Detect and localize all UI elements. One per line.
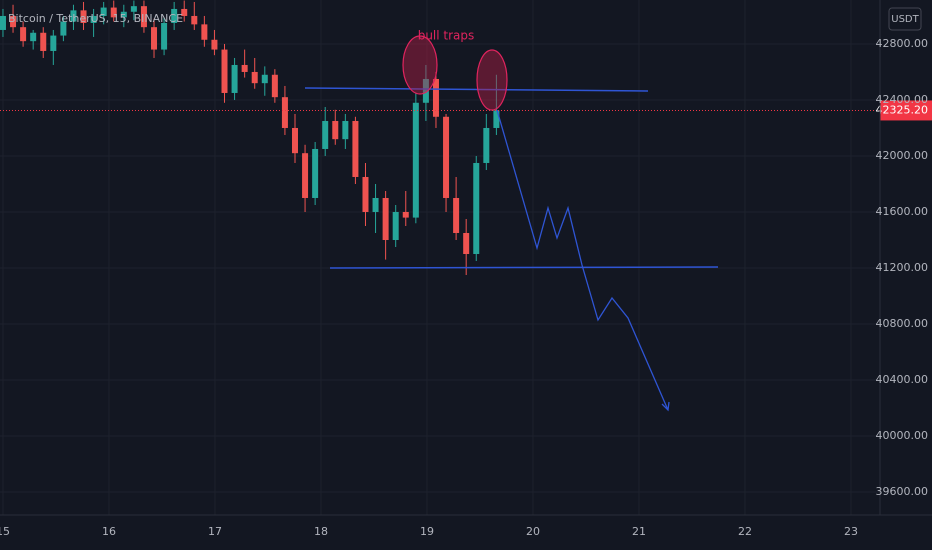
candle-body [140,6,147,28]
trap-ellipse [476,49,508,111]
candle-body [120,11,127,18]
candle-body [261,74,268,84]
candle-body [60,21,67,36]
resistance-line [304,87,649,92]
candle-body [231,64,238,93]
currency[interactable]: USDT [891,14,919,25]
candle-body [90,15,97,23]
forecast-path [496,109,669,411]
candle-body [70,10,77,22]
trap-ellipse [402,35,438,95]
x-tick-label: 23 [844,525,858,538]
candle-body [251,71,258,84]
candle-body [80,10,87,23]
x-tick-label: 16 [102,525,116,538]
candle-body [342,120,349,140]
y-tick-label: 40400.00 [876,373,929,386]
candle-body [483,127,490,163]
candle-body [291,127,298,154]
axes: 39600.00 40000.00 40400.00 40800.00 41200.00… [0,37,928,538]
annotation: bull traps [418,29,475,43]
y-tick-label: 40000.00 [876,429,929,442]
candle-body [473,162,480,254]
support-line [329,266,719,269]
x-tick-label: 18 [314,525,328,538]
y-tick-label: 39600.00 [876,485,929,498]
candle-body [372,197,379,212]
candle-body [412,102,419,218]
candle-body [181,8,188,16]
price-line-group: 42325.20 [0,100,932,121]
y-tick-label: 41200.00 [876,261,929,274]
candle-body [392,211,399,240]
candle-body [271,74,278,98]
candle-body [302,153,309,198]
x-tick-label: 20 [526,525,540,538]
candle-body [171,8,178,23]
x-tick-label: 21 [632,525,646,538]
candle-body [40,32,47,51]
y-tick-label: 42800.00 [876,37,929,50]
candle-body [241,64,248,72]
y-tick-label: 42000.00 [876,149,929,162]
x-tick-label: 22 [738,525,752,538]
candle-body [453,197,460,233]
x-tick-label: 15 [0,525,10,538]
candle-body [493,110,500,128]
candle-body [352,120,359,177]
y-tick-label: 42400.00 [876,93,929,106]
candle-body [191,15,198,25]
currency-box[interactable] [888,7,922,31]
x-tick-label: 19 [420,525,434,538]
candle-body [432,78,439,117]
candle-body [30,32,37,42]
candle-body [0,15,6,30]
candle-body [100,7,107,16]
candle-body [130,6,137,12]
drawings [304,35,719,412]
candle-body [151,27,158,50]
arrow-head [661,401,670,412]
candle-body [20,27,27,42]
candle-body [281,97,288,128]
candle-body [322,120,329,149]
last-price-box [880,100,932,121]
x-tick-label: 17 [208,525,222,538]
candle-body [110,7,117,18]
candle-body [201,24,208,40]
grid [0,0,880,515]
y-tick-label: 41600.00 [876,205,929,218]
chart-title: Bitcoin / TetherUS, 15, BINANCE [8,12,183,25]
candle-body [50,35,57,51]
candle-body [422,78,429,103]
last-price-label: 42325.20 [876,103,929,116]
y-tick-label: 40800.00 [876,317,929,330]
candle-body [382,197,389,240]
candle-body [463,232,470,254]
candle-body [402,211,409,218]
candle-body [161,22,168,50]
candle-body [10,15,17,28]
candle-body [362,176,369,212]
candle-body [312,148,319,198]
candle-body [221,49,228,93]
candles [0,0,500,276]
candle-body [332,120,339,140]
candle-body [443,116,450,198]
candle-body [211,39,218,50]
